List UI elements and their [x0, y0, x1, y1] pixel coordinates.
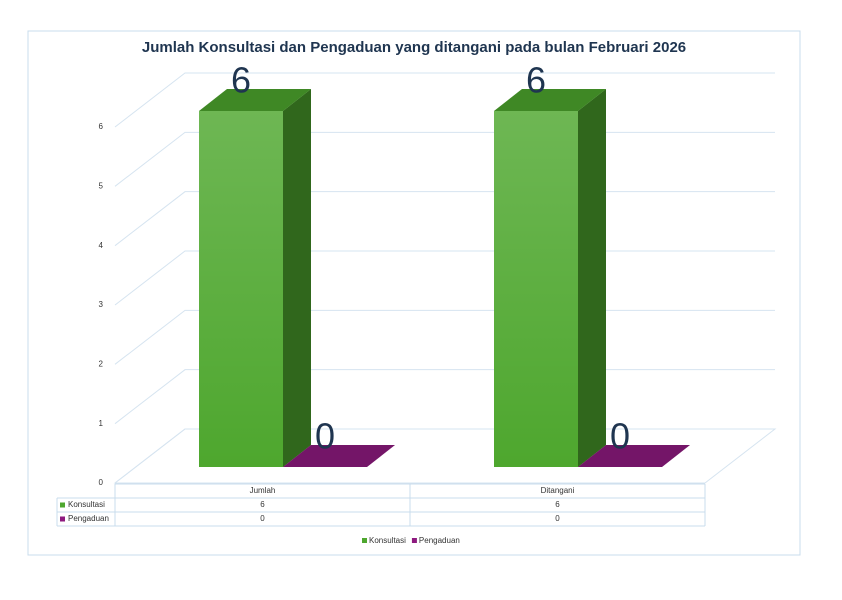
- bar-top-shade: [283, 445, 395, 467]
- table-series-name: Konsultasi: [68, 500, 105, 509]
- y-tick-label: 6: [99, 122, 104, 131]
- bar-top-shade: [494, 89, 606, 111]
- bar-side-shade: [578, 89, 606, 467]
- bar-top: [283, 445, 395, 467]
- table-key: [60, 502, 65, 508]
- grid-line: [114, 72, 775, 128]
- data-label: 6: [526, 60, 546, 101]
- table-value: 6: [260, 500, 265, 509]
- bar-shine: [199, 111, 283, 467]
- legend-key: [411, 538, 417, 543]
- bar-top-shade: [199, 89, 311, 111]
- x-tick-label: Ditangani: [541, 486, 575, 495]
- bar-side: [578, 89, 606, 467]
- bar: [199, 89, 311, 467]
- bar-side: [283, 89, 311, 467]
- chart-frame: [27, 30, 801, 556]
- bar-side-shade: [283, 89, 311, 467]
- table-key: [60, 516, 65, 522]
- x-tick-label: Jumlah: [250, 486, 276, 495]
- bar: [283, 445, 395, 467]
- table-value: 0: [555, 514, 560, 523]
- chart-title: Jumlah Konsultasi dan Pengaduan yang dit…: [142, 39, 686, 56]
- data-label: 6: [231, 60, 251, 101]
- table-value: 6: [555, 500, 560, 509]
- bar: [578, 445, 690, 467]
- legend-label: Konsultasi: [369, 536, 406, 545]
- y-tick-label: 2: [99, 359, 104, 368]
- table-value: 0: [260, 514, 265, 523]
- y-tick-label: 1: [99, 419, 104, 428]
- legend-key: [362, 538, 367, 543]
- bar-top: [494, 89, 606, 111]
- bar-shine: [494, 111, 578, 467]
- y-tick-label: 4: [99, 241, 104, 250]
- bar-top: [199, 89, 311, 111]
- y-tick-label: 3: [99, 300, 104, 309]
- table-series-name: Pengaduan: [68, 514, 109, 523]
- legend-label: Pengaduan: [419, 536, 460, 545]
- data-label: 0: [315, 416, 335, 457]
- bar: [494, 89, 606, 467]
- y-tick-label: 5: [99, 181, 104, 190]
- data-label: 0: [610, 416, 630, 457]
- bar-top: [578, 445, 690, 467]
- y-tick-label: 0: [99, 478, 104, 487]
- bar-top-shade: [578, 445, 690, 467]
